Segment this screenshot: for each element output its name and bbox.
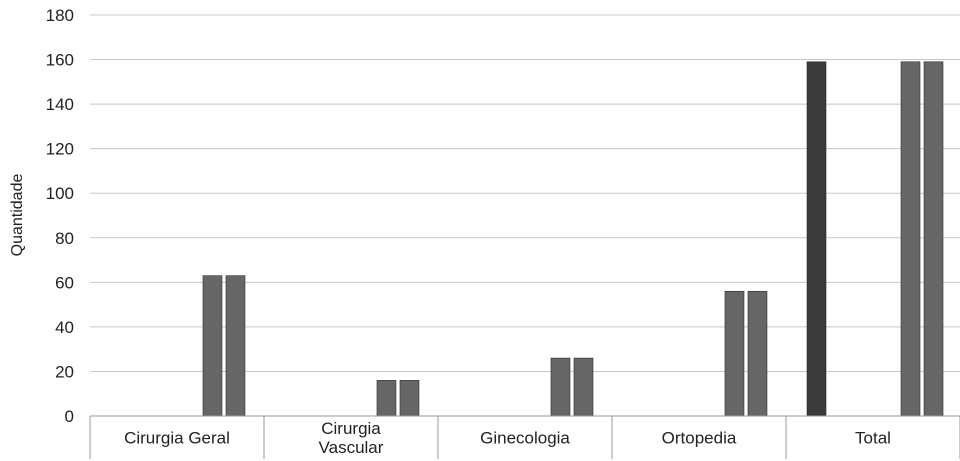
bar: [747, 290, 768, 417]
bars: [202, 61, 944, 417]
bar: [724, 290, 745, 417]
category-label: Total: [855, 429, 891, 448]
y-tick-label: 80: [55, 229, 74, 248]
y-tick-label: 140: [46, 95, 74, 114]
bar: [376, 380, 397, 417]
bar: [225, 275, 246, 417]
bar: [573, 357, 594, 417]
y-tick-label: 0: [65, 407, 74, 426]
y-tick-label: 60: [55, 273, 74, 292]
category-label: Cirurgia Vascular: [319, 419, 384, 457]
category-label: Cirurgia Geral: [124, 429, 230, 448]
bar: [202, 275, 223, 417]
bar: [806, 61, 827, 417]
category-label: Ginecologia: [480, 429, 570, 448]
category-label: Ortopedia: [662, 429, 737, 448]
y-tick-label: 20: [55, 362, 74, 381]
category-axis: Cirurgia Geral Cirurgia Vascular Ginecologi…: [89, 415, 960, 459]
y-tick-label: 160: [46, 51, 74, 70]
y-tick-label: 40: [55, 318, 74, 337]
y-tick-label: 120: [46, 140, 74, 159]
y-axis-label: Quantidade: [9, 174, 26, 257]
bar: [550, 357, 571, 417]
y-axis-ticks: 0 20 40 60 80 100 120 140 160 180: [46, 6, 74, 426]
bar: [923, 61, 944, 417]
y-tick-label: 180: [46, 6, 74, 25]
bar: [900, 61, 921, 417]
bar: [399, 380, 420, 417]
y-tick-label: 100: [46, 184, 74, 203]
